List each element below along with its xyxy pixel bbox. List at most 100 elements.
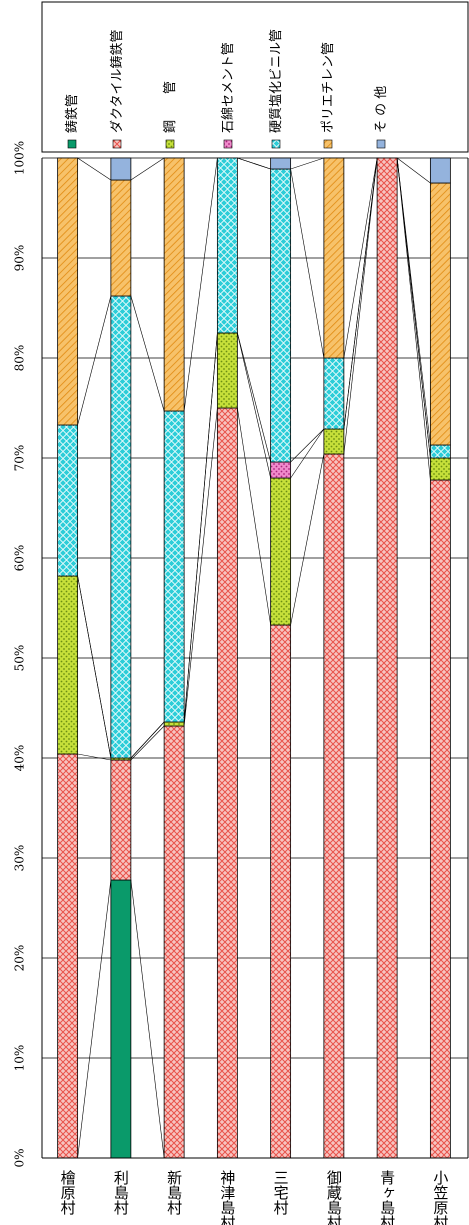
bar-segment <box>163 721 185 727</box>
connector-line <box>396 157 431 446</box>
y-tick-label: 90% <box>13 245 27 272</box>
legend-swatch <box>271 139 281 149</box>
legend-label: そ の 他 <box>374 86 389 133</box>
bar-segment <box>429 182 451 446</box>
connector-line <box>77 753 111 761</box>
connector-line <box>237 332 271 479</box>
y-tick-label: 70% <box>13 445 27 472</box>
bar-segment <box>110 759 132 881</box>
connector-line <box>130 879 165 1159</box>
bar-segment <box>429 157 451 184</box>
bar-segment <box>270 157 292 170</box>
y-tick-label: 100% <box>13 141 27 175</box>
legend-swatch <box>323 139 333 149</box>
connector-line <box>290 428 325 463</box>
connector-line <box>183 407 218 727</box>
bar-segment <box>270 477 292 626</box>
bar-segment <box>323 157 345 359</box>
x-category-label: 新島村 <box>165 1170 183 1215</box>
legend-label: 鋼 管 <box>163 81 178 133</box>
connector-line <box>183 332 218 723</box>
legend: 鋳鉄管 ダクタイル鋳鉄管 鋼 管 石綿セメント管 硬質塩化ビニル管 ポリエチレン管 そ の … <box>41 1 469 153</box>
bar-segment <box>270 461 292 479</box>
connector-line <box>130 295 165 412</box>
bar-segment <box>429 457 451 481</box>
connector-line <box>237 407 271 626</box>
x-category-label: 御蔵島村 <box>325 1170 343 1225</box>
bar-segment <box>323 428 345 455</box>
connector-line <box>77 879 112 1159</box>
bar-segment <box>270 168 292 463</box>
y-tick-label: 80% <box>13 345 27 372</box>
bar-segment <box>216 407 238 1159</box>
legend-swatch <box>376 139 386 149</box>
x-category-label: 青ヶ島村 <box>378 1170 396 1225</box>
bar-segment <box>110 157 132 181</box>
bar-segment <box>163 157 185 412</box>
bar-segment <box>216 157 238 334</box>
legend-label: 鋳鉄管 <box>64 94 80 133</box>
connector-line <box>396 157 431 184</box>
y-tick-label: 50% <box>13 645 27 672</box>
connector-line <box>290 168 325 359</box>
bar-segment <box>57 424 79 577</box>
bar-segment <box>323 453 345 1159</box>
connector-line <box>343 157 378 455</box>
connector-line <box>77 295 112 426</box>
legend-label: ポリエチレン管 <box>321 42 336 133</box>
bar-segment <box>323 357 345 430</box>
connector-line <box>130 157 165 181</box>
bar-segment <box>110 879 132 1159</box>
connector-line <box>237 157 271 170</box>
x-category-label: 檜原村 <box>59 1169 77 1215</box>
x-category-label: 神津島村 <box>218 1170 236 1225</box>
y-tick-label: 0% <box>13 1148 27 1167</box>
legend-label: 石綿セメント管 <box>221 42 236 133</box>
x-category-label: 利島村 <box>112 1170 130 1215</box>
bar-segment <box>110 179 132 297</box>
legend-label: 硬質塩化ビニル管 <box>269 29 284 133</box>
legend-swatch <box>223 139 233 149</box>
connector-line <box>290 157 324 170</box>
bar-segment <box>57 753 79 1159</box>
bar-segment <box>216 332 238 409</box>
bar-segment <box>57 157 79 426</box>
gridlines <box>42 157 468 1159</box>
legend-swatch <box>112 139 122 149</box>
connector-line <box>290 453 325 626</box>
legend-swatch <box>165 139 175 149</box>
y-tick-label: 40% <box>13 745 27 772</box>
y-tick-label: 60% <box>13 545 27 572</box>
connector-line <box>77 575 112 759</box>
bar-segment <box>57 575 79 755</box>
legend-swatch <box>67 139 77 149</box>
bar-segment <box>429 444 451 459</box>
connector-line <box>290 428 325 479</box>
y-axis-tick-labels: 0% 10% 20% 30% 40% 50% 60% 70% 80% 90% 100% <box>13 141 27 1168</box>
y-tick-label: 30% <box>13 845 27 872</box>
connector-line <box>130 721 165 759</box>
x-axis-category-labels: 檜原村 利島村 新島村 神津島村 三宅村 御蔵島村 青ヶ島村 小笠原村 <box>59 1169 450 1225</box>
connector-line <box>396 157 431 481</box>
bar-segment <box>429 479 451 1159</box>
connector-line <box>130 725 165 761</box>
y-tick-label: 10% <box>13 1045 27 1072</box>
connector-line <box>237 332 271 463</box>
axes <box>41 158 469 1159</box>
bar-segment <box>163 410 185 723</box>
x-category-label: 三宅村 <box>272 1170 290 1215</box>
connector-line <box>77 157 112 181</box>
series-connector-lines <box>77 157 431 1159</box>
connector-line <box>343 157 378 359</box>
connector-line <box>343 157 378 430</box>
bars <box>57 157 451 1159</box>
bar-segment <box>376 157 398 1159</box>
bar-segment <box>270 624 292 1159</box>
legend-label: ダクタイル鋳鉄管 <box>109 30 125 133</box>
y-tick-label: 20% <box>13 945 27 972</box>
bar-segment <box>110 295 132 759</box>
bar-segment <box>163 725 185 1159</box>
x-category-label: 小笠原村 <box>431 1170 449 1225</box>
connector-line <box>183 157 218 412</box>
